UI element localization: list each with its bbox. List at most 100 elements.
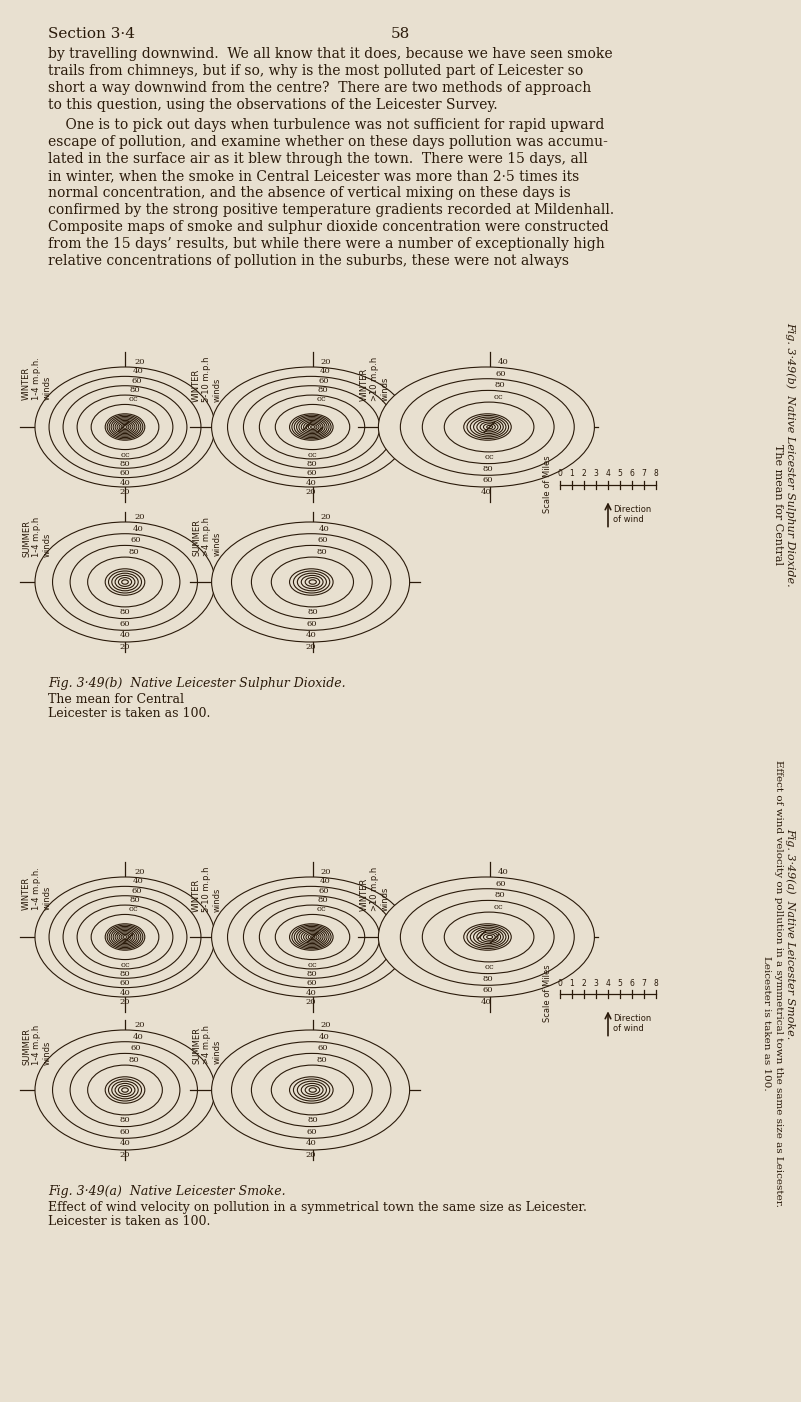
Text: 4: 4 <box>606 470 610 478</box>
Text: 3: 3 <box>594 470 598 478</box>
Ellipse shape <box>35 522 215 642</box>
Ellipse shape <box>63 896 187 979</box>
Text: WINTER
1-4 m.p.h.
winds: WINTER 1-4 m.p.h. winds <box>22 358 52 400</box>
Ellipse shape <box>117 422 133 432</box>
Ellipse shape <box>305 1085 320 1095</box>
Text: oc: oc <box>316 395 326 404</box>
Ellipse shape <box>105 414 145 440</box>
Text: 40: 40 <box>119 988 131 997</box>
Text: short a way downwind from the centre?  There are two methods of approach: short a way downwind from the centre? Th… <box>48 81 591 95</box>
Text: 80: 80 <box>307 460 317 468</box>
Text: 80: 80 <box>119 608 131 615</box>
Ellipse shape <box>119 578 131 586</box>
Text: from the 15 days’ results, but while there were a number of exceptionally high: from the 15 days’ results, but while the… <box>48 237 605 251</box>
Text: Section 3·4: Section 3·4 <box>48 27 135 41</box>
Ellipse shape <box>477 421 501 433</box>
Text: 3: 3 <box>594 979 598 987</box>
Text: 40: 40 <box>306 478 316 486</box>
Text: 20: 20 <box>305 1151 316 1159</box>
Ellipse shape <box>470 927 506 946</box>
Ellipse shape <box>292 415 331 439</box>
Ellipse shape <box>123 935 127 938</box>
Text: 80: 80 <box>119 460 131 468</box>
Text: WINTER
>10 m.p.h
winds: WINTER >10 m.p.h winds <box>360 358 390 401</box>
Text: 20: 20 <box>305 488 316 496</box>
Text: 60: 60 <box>120 979 131 987</box>
Text: 20: 20 <box>320 1021 331 1029</box>
Text: Effect of wind velocity on pollution in a symmetrical town the same size as Leic: Effect of wind velocity on pollution in … <box>48 1202 587 1214</box>
Text: oc: oc <box>308 450 317 458</box>
Text: 80: 80 <box>129 548 139 557</box>
Text: 60: 60 <box>307 620 317 628</box>
Ellipse shape <box>35 367 215 486</box>
Text: 40: 40 <box>306 631 316 639</box>
Ellipse shape <box>117 932 133 942</box>
Text: 60: 60 <box>318 537 328 544</box>
Text: Fig. 3·49(b)  Native Leicester Sulphur Dioxide.: Fig. 3·49(b) Native Leicester Sulphur Di… <box>785 322 795 587</box>
Ellipse shape <box>91 404 159 450</box>
Ellipse shape <box>484 423 495 430</box>
Ellipse shape <box>53 1042 198 1138</box>
Text: 80: 80 <box>316 548 327 557</box>
Ellipse shape <box>53 534 198 631</box>
Ellipse shape <box>113 419 137 435</box>
Text: 40: 40 <box>306 1140 316 1147</box>
Text: lated in the surface air as it blew through the town.  There were 15 days, all: lated in the surface air as it blew thro… <box>48 151 588 165</box>
Text: 40: 40 <box>133 367 143 376</box>
Ellipse shape <box>49 886 201 987</box>
Text: 8: 8 <box>654 470 658 478</box>
Ellipse shape <box>422 390 554 464</box>
Ellipse shape <box>473 419 503 435</box>
Ellipse shape <box>294 927 329 948</box>
Ellipse shape <box>49 376 201 478</box>
Text: 20: 20 <box>320 358 331 366</box>
Ellipse shape <box>464 414 511 440</box>
Text: trails from chimneys, but if so, why is the most polluted part of Leicester so: trails from chimneys, but if so, why is … <box>48 64 583 79</box>
Text: SUMMER
1-4 m.p.h
winds: SUMMER 1-4 m.p.h winds <box>22 517 52 557</box>
Text: 20: 20 <box>134 1021 144 1029</box>
Ellipse shape <box>119 934 131 941</box>
Text: 7: 7 <box>642 979 646 987</box>
Ellipse shape <box>119 1085 131 1095</box>
Text: 40: 40 <box>119 478 131 486</box>
Ellipse shape <box>107 925 143 949</box>
Text: 20: 20 <box>305 998 316 1007</box>
Ellipse shape <box>480 422 498 432</box>
Ellipse shape <box>87 557 163 607</box>
Text: Fig. 3·49(a)  Native Leicester Smoke.: Fig. 3·49(a) Native Leicester Smoke. <box>785 827 795 1039</box>
Text: SUMMER
1-4 m.p.h
winds: SUMMER 1-4 m.p.h winds <box>22 1025 52 1066</box>
Text: 58: 58 <box>390 27 409 41</box>
Ellipse shape <box>293 571 330 593</box>
Text: Scale of Miles: Scale of Miles <box>543 965 552 1022</box>
Ellipse shape <box>299 419 325 435</box>
Text: 80: 80 <box>307 608 318 615</box>
Ellipse shape <box>211 367 409 486</box>
Text: Fig. 3·49(b)  Native Leicester Sulphur Dioxide.: Fig. 3·49(b) Native Leicester Sulphur Di… <box>48 677 345 690</box>
Ellipse shape <box>276 914 350 959</box>
Ellipse shape <box>77 906 173 969</box>
Text: 20: 20 <box>120 1151 131 1159</box>
Ellipse shape <box>378 367 594 486</box>
Text: 80: 80 <box>119 1116 131 1124</box>
Ellipse shape <box>289 414 333 440</box>
Ellipse shape <box>308 934 317 939</box>
Ellipse shape <box>301 1084 323 1096</box>
Text: The mean for Central: The mean for Central <box>48 693 184 707</box>
Text: 1: 1 <box>570 979 574 987</box>
Ellipse shape <box>70 545 180 618</box>
Text: Direction
of wind: Direction of wind <box>613 505 651 524</box>
Ellipse shape <box>296 418 327 436</box>
Ellipse shape <box>108 1080 142 1101</box>
Text: 80: 80 <box>495 381 505 390</box>
Text: 5: 5 <box>618 979 622 987</box>
Text: 40: 40 <box>319 1033 330 1040</box>
Ellipse shape <box>477 931 501 944</box>
Ellipse shape <box>105 1077 145 1103</box>
Ellipse shape <box>272 1066 353 1115</box>
Text: oc: oc <box>128 906 138 914</box>
Ellipse shape <box>484 934 495 941</box>
Ellipse shape <box>70 1053 180 1127</box>
Text: 40: 40 <box>319 524 330 533</box>
Ellipse shape <box>227 376 395 478</box>
Text: 60: 60 <box>131 537 141 544</box>
